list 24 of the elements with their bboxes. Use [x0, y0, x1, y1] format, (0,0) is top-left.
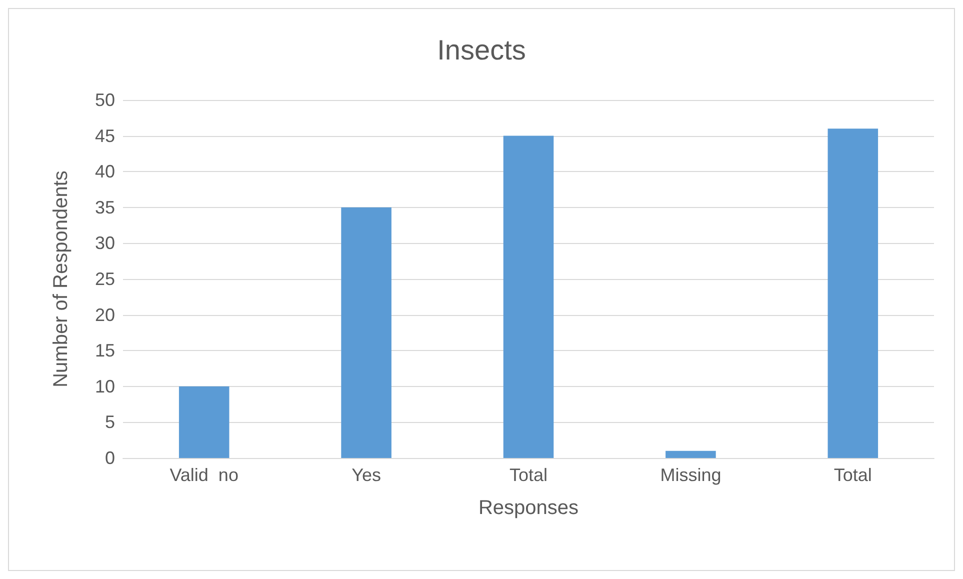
- y-tick-label: 40: [94, 162, 115, 182]
- x-tick-label: Valid no: [170, 465, 238, 485]
- y-tick-label: 10: [94, 376, 115, 396]
- y-tick-label: 20: [94, 304, 115, 325]
- y-tick-label: 30: [94, 233, 115, 254]
- x-tick-label: Total: [509, 465, 548, 485]
- x-axis-title: Responses: [478, 497, 579, 519]
- bar: [828, 128, 878, 458]
- y-tick-label: 50: [94, 90, 115, 110]
- y-tick-label: 5: [104, 412, 115, 432]
- bar: [503, 136, 554, 458]
- x-tick-label: Total: [834, 465, 872, 485]
- x-tick-label: Missing: [660, 465, 722, 485]
- y-tick-label: 25: [94, 269, 115, 289]
- y-axis-title: Number of Respondents: [50, 170, 72, 388]
- bar: [178, 386, 230, 458]
- y-tick-label: 15: [94, 340, 115, 361]
- y-tick-label: 0: [104, 448, 115, 468]
- chart-title: Insects: [437, 34, 526, 66]
- y-tick-label: 45: [94, 126, 115, 146]
- bar: [341, 207, 392, 458]
- x-tick-label: Yes: [352, 465, 381, 485]
- y-tick-label: 35: [94, 197, 115, 218]
- bar: [666, 450, 716, 458]
